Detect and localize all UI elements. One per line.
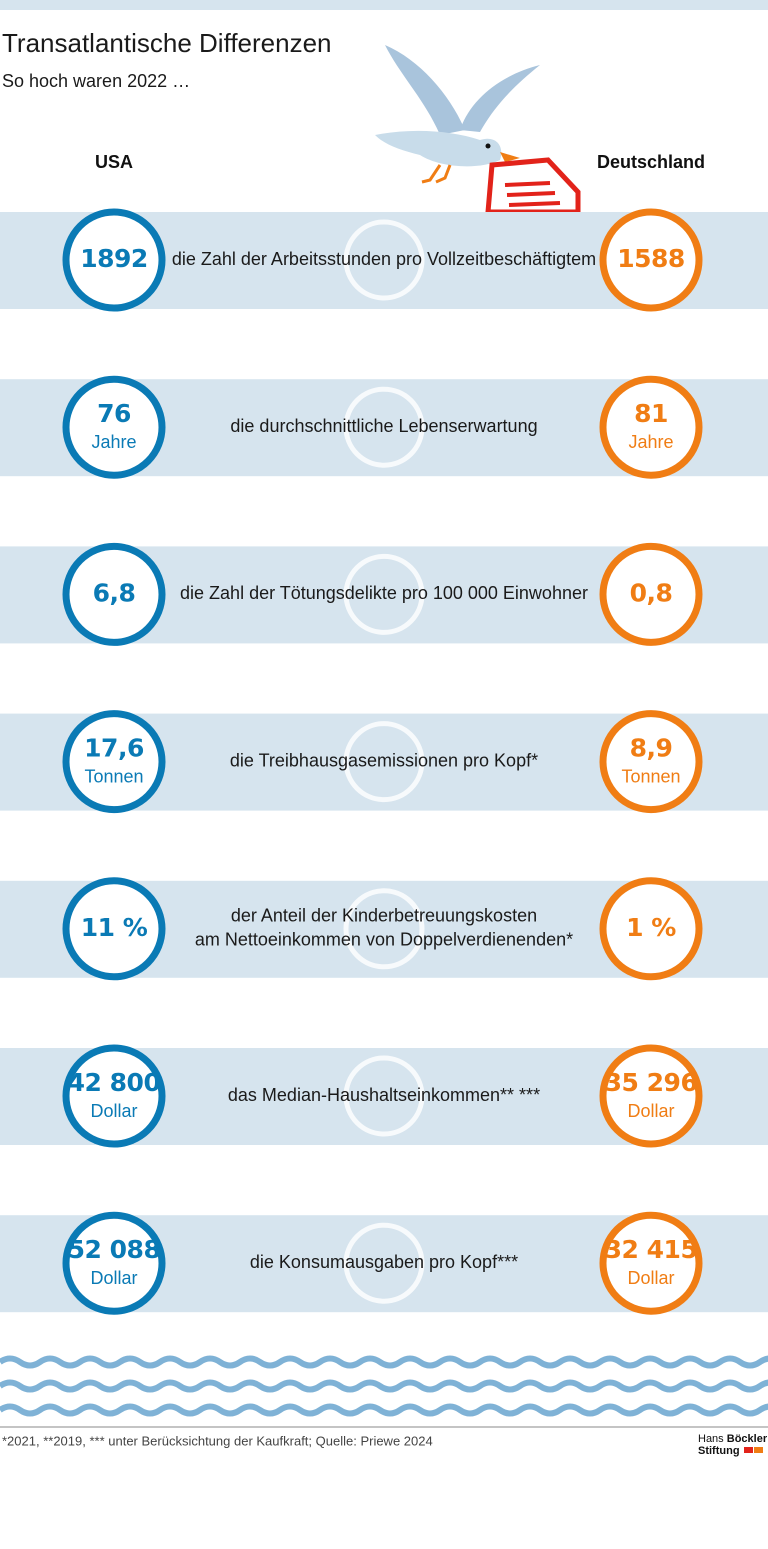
value-circle xyxy=(62,1044,166,1148)
row-label: die Treibhausgasemissionen pro Kopf* xyxy=(230,750,538,770)
logo-part: Böckler xyxy=(727,1433,768,1445)
top-band xyxy=(0,0,768,10)
title: Transatlantische Differenzen xyxy=(2,28,332,58)
value-circle xyxy=(599,542,703,646)
value-circle xyxy=(62,877,166,981)
logo-mark xyxy=(754,1447,763,1453)
row-icon xyxy=(343,721,425,803)
value: 1892 xyxy=(80,244,148,273)
row-label: der Anteil der Kinderbetreuungskosten xyxy=(231,906,537,926)
logo-part: Hans xyxy=(698,1433,724,1445)
row-label: die Zahl der Arbeitsstunden pro Vollzeit… xyxy=(172,249,596,269)
value-circle xyxy=(599,375,703,479)
value-circle xyxy=(62,208,166,312)
row-icon xyxy=(343,553,425,635)
row-label: die Zahl der Tötungsdelikte pro 100 000 … xyxy=(180,583,588,603)
unit: Jahre xyxy=(628,432,673,452)
unit: Tonnen xyxy=(84,766,143,786)
column-header: Deutschland xyxy=(597,152,705,172)
seagull-illustration xyxy=(375,45,581,215)
wave xyxy=(0,1403,768,1417)
value: 6,8 xyxy=(93,578,136,607)
unit: Dollar xyxy=(90,1101,137,1121)
row-icon xyxy=(343,219,425,301)
value: 32 415 xyxy=(605,1235,698,1264)
row-label: das Median-Haushaltseinkommen** *** xyxy=(228,1085,540,1105)
row-icon xyxy=(343,1222,425,1304)
unit: Tonnen xyxy=(621,766,680,786)
value-circle xyxy=(599,1044,703,1148)
row-label: die durchschnittliche Lebenserwartung xyxy=(230,416,537,436)
value: 35 296 xyxy=(605,1068,698,1097)
value: 1588 xyxy=(617,244,685,273)
value: 1 % xyxy=(626,913,676,942)
waves xyxy=(0,1355,768,1417)
value: 0,8 xyxy=(630,578,673,607)
value-circle xyxy=(62,1211,166,1315)
value: 42 800 xyxy=(68,1068,161,1097)
unit: Dollar xyxy=(627,1101,674,1121)
subtitle: So hoch waren 2022 … xyxy=(2,71,190,91)
value-circle xyxy=(599,710,703,814)
value-circle xyxy=(62,542,166,646)
row-label: am Nettoeinkommen von Doppelverdienenden… xyxy=(195,930,573,950)
value: 8,9 xyxy=(630,734,673,763)
value: 11 % xyxy=(81,913,148,942)
unit: Dollar xyxy=(90,1268,137,1288)
value: 52 088 xyxy=(68,1235,161,1264)
wave xyxy=(0,1355,768,1369)
row-icon xyxy=(343,888,425,970)
row-label: die Konsumausgaben pro Kopf*** xyxy=(250,1252,518,1272)
value-circle xyxy=(62,710,166,814)
column-header: USA xyxy=(95,152,133,172)
value: 76 xyxy=(97,399,131,428)
row-icon xyxy=(343,1055,425,1137)
value: 17,6 xyxy=(84,734,144,763)
value-circle xyxy=(599,208,703,312)
value-circle xyxy=(599,1211,703,1315)
row-icon xyxy=(343,386,425,468)
unit: Dollar xyxy=(627,1268,674,1288)
logo: Stiftung xyxy=(698,1445,740,1457)
logo-mark xyxy=(744,1447,753,1453)
wave xyxy=(0,1379,768,1393)
value-circle xyxy=(599,877,703,981)
value-circle xyxy=(62,375,166,479)
unit: Jahre xyxy=(91,432,136,452)
footnote: *2021, **2019, *** unter Berücksichtung … xyxy=(2,1433,433,1448)
value: 81 xyxy=(634,399,668,428)
logo: Hans Böckler xyxy=(698,1433,768,1445)
